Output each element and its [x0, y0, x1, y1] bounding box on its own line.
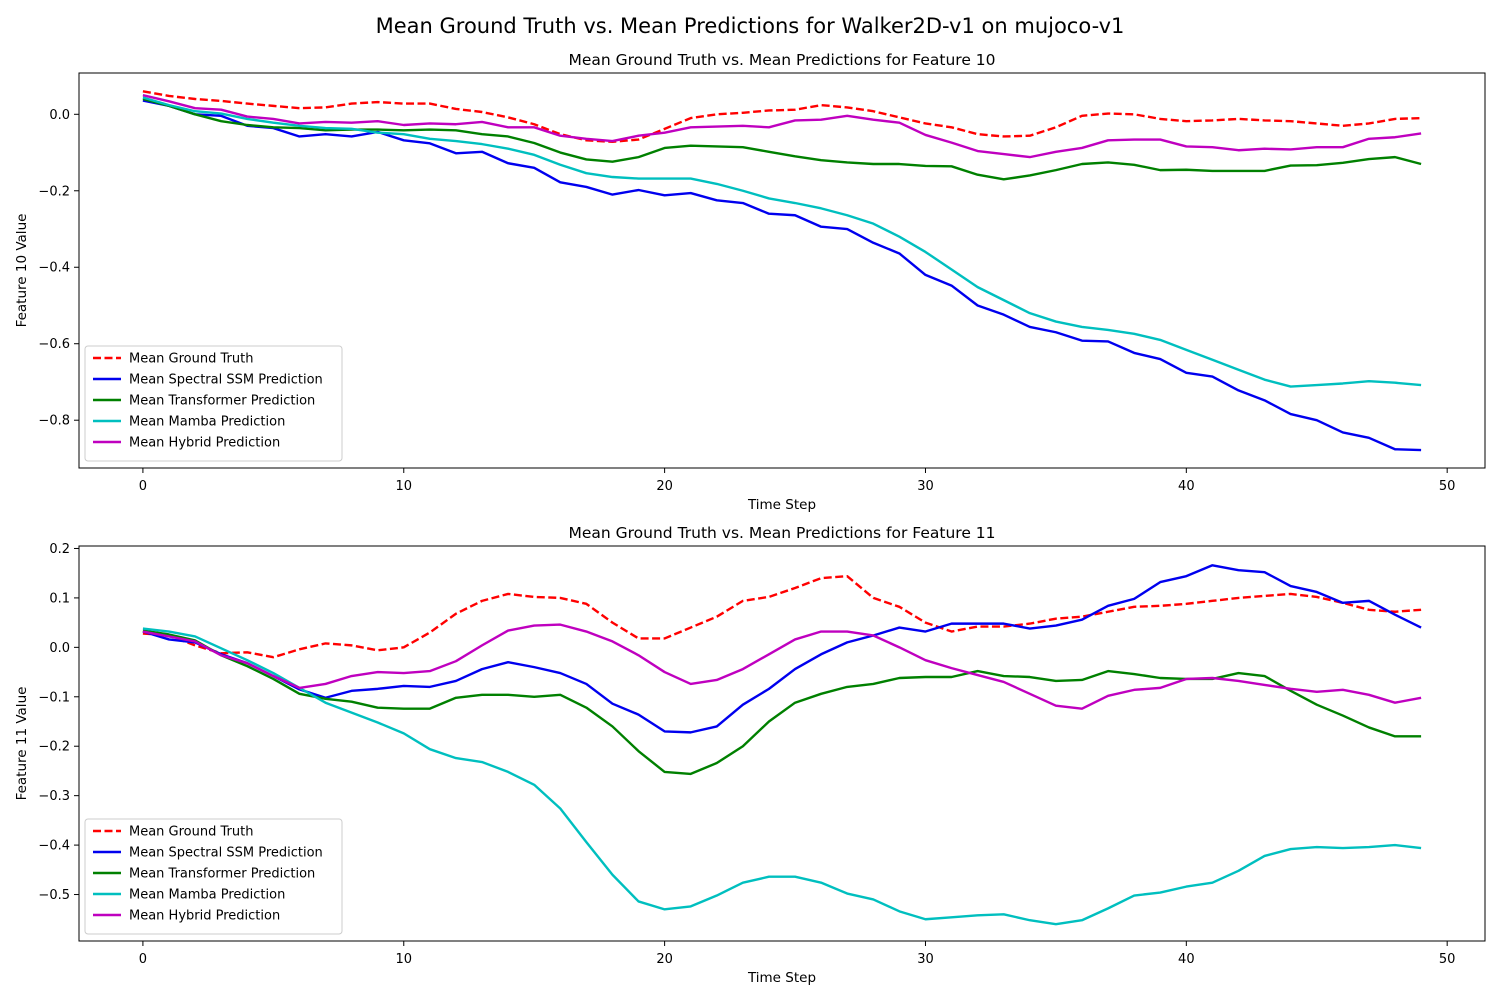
legend: Mean Ground Truth Mean Spectral SSM Predi…: [84, 345, 343, 462]
y-tick-label: −0.8: [38, 414, 70, 429]
x-axis-label: Time Step: [747, 970, 816, 986]
chart-panel-feature-11: Mean Ground Truth vs. Mean Predictions f…: [14, 524, 1486, 986]
y-tick-label: −0.4: [38, 261, 70, 276]
legend-entry: Mean Hybrid Prediction: [129, 909, 280, 924]
legend-box: [84, 818, 343, 935]
x-tick-label: 20: [656, 479, 673, 494]
y-tick-label: 0.0: [49, 108, 70, 123]
series-line-2: [142, 99, 1422, 452]
y-axis-label: Feature 10 Value: [14, 214, 30, 328]
y-tick-label: −0.6: [38, 337, 70, 352]
series-line-4: [142, 96, 1422, 388]
legend-entry: Mean Spectral SSM Prediction: [129, 846, 323, 861]
series-line-5: [142, 94, 1422, 159]
y-tick-label: 0.1: [49, 591, 70, 606]
x-tick-label: 50: [1439, 952, 1456, 967]
x-tick-label: 0: [139, 952, 147, 967]
figure-suptitle: Mean Ground Truth vs. Mean Predictions f…: [375, 14, 1125, 38]
legend: Mean Ground Truth Mean Spectral SSM Predi…: [84, 818, 343, 935]
legend-entry: Mean Transformer Prediction: [129, 394, 315, 409]
y-axis-label: Feature 11 Value: [14, 687, 30, 801]
plot-frame: [78, 72, 1486, 469]
chart-title: Mean Ground Truth vs. Mean Predictions f…: [568, 51, 995, 69]
x-tick-label: 30: [917, 952, 934, 967]
y-tick-label: −0.1: [38, 690, 70, 705]
y-tick-label: −0.2: [38, 740, 70, 755]
x-axis-label: Time Step: [747, 497, 816, 513]
x-tick-label: 30: [917, 479, 934, 494]
x-tick-label: 40: [1178, 479, 1195, 494]
y-tick-label: −0.2: [38, 184, 70, 199]
plot-frame: [78, 545, 1486, 942]
series-group: [142, 574, 1422, 659]
series-line-5: [142, 623, 1422, 710]
series-group: [142, 99, 1422, 452]
series-line-1: [142, 574, 1422, 659]
y-tick-label: −0.5: [38, 888, 70, 903]
y-tick-label: −0.3: [38, 789, 70, 804]
legend-entry: Mean Mamba Prediction: [129, 415, 285, 430]
series-group: [142, 96, 1422, 388]
series-group: [142, 90, 1422, 144]
x-tick-label: 50: [1439, 479, 1456, 494]
y-tick-label: 0.2: [49, 542, 70, 557]
legend-entry: Mean Ground Truth: [129, 352, 253, 367]
chart-title: Mean Ground Truth vs. Mean Predictions f…: [568, 524, 995, 542]
series-group: [142, 629, 1422, 776]
legend-entry: Mean Transformer Prediction: [129, 867, 315, 882]
y-tick-label: 0.0: [49, 641, 70, 656]
series-group: [142, 623, 1422, 710]
series-line-4: [142, 627, 1422, 926]
series-line-2: [142, 564, 1422, 734]
series-group: [142, 94, 1422, 159]
x-tick-label: 40: [1178, 952, 1195, 967]
legend-entry: Mean Hybrid Prediction: [129, 436, 280, 451]
y-tick-label: −0.4: [38, 839, 70, 854]
legend-entry: Mean Ground Truth: [129, 825, 253, 840]
x-tick-label: 10: [395, 952, 412, 967]
legend-entry: Mean Mamba Prediction: [129, 888, 285, 903]
x-tick-label: 20: [656, 952, 673, 967]
series-line-1: [142, 90, 1422, 144]
series-line-3: [142, 629, 1422, 776]
legend-box: [84, 345, 343, 462]
x-tick-label: 0: [139, 479, 147, 494]
legend-entry: Mean Spectral SSM Prediction: [129, 373, 323, 388]
x-tick-label: 10: [395, 479, 412, 494]
chart-panel-feature-10: Mean Ground Truth vs. Mean Predictions f…: [14, 51, 1486, 513]
